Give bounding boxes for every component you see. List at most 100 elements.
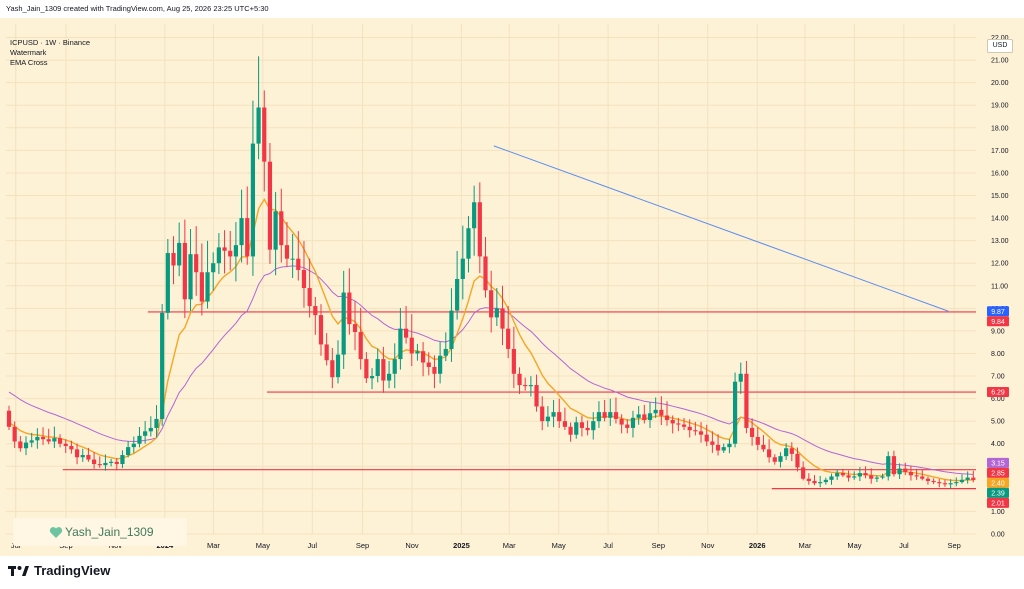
y-tick-label: 17.00 (991, 148, 1009, 155)
candle (443, 332, 448, 362)
candle (772, 454, 777, 465)
candle (971, 470, 976, 483)
legend-watermark[interactable]: Watermark (10, 48, 47, 57)
y-tick-label: 18.00 (991, 125, 1009, 132)
currency-button[interactable]: USD (987, 39, 1013, 53)
candle (352, 301, 358, 351)
candle-body (823, 479, 828, 483)
candle-body (596, 412, 602, 422)
candle-body (40, 436, 46, 440)
candle-body (318, 315, 324, 345)
candle-body (908, 471, 914, 476)
candle (704, 424, 709, 447)
watermark-text: Yash_Jain_1309 (65, 525, 154, 539)
y-tick-label: 13.00 (991, 238, 1009, 245)
candle (171, 236, 176, 285)
candle-body (233, 245, 239, 257)
candle (959, 474, 965, 484)
y-tick-label: 7.00 (991, 374, 1005, 381)
candle (942, 479, 948, 487)
candle (795, 447, 800, 472)
candle-body (971, 477, 976, 481)
price-label-bg (987, 497, 1009, 508)
candle-body (324, 344, 329, 361)
candle-body (171, 253, 176, 266)
candle (846, 470, 851, 482)
candle (80, 448, 85, 462)
candle-body (630, 417, 636, 428)
candle-body (483, 256, 488, 291)
candle (347, 268, 352, 335)
candle-body (80, 455, 85, 458)
candle (732, 372, 738, 448)
candle-body (965, 477, 970, 480)
candle (426, 352, 431, 376)
candle (789, 442, 794, 462)
candle-body (250, 143, 256, 257)
candle-body (455, 279, 460, 311)
chart-area[interactable]: 0.001.002.003.004.005.006.007.008.009.00… (0, 18, 1024, 556)
candle-body (676, 423, 681, 425)
candle-body (784, 448, 789, 457)
candle (647, 402, 653, 429)
price-label-bg (987, 457, 1009, 468)
y-tick-label: 12.00 (991, 261, 1009, 268)
candle (386, 360, 392, 389)
candle-body (466, 228, 471, 259)
candle-body (245, 218, 250, 257)
candle-body (891, 456, 897, 475)
candle (869, 468, 874, 484)
price-label-text: 9.84 (991, 319, 1005, 326)
candle-body (239, 218, 244, 246)
candle (86, 447, 91, 462)
candle-body (74, 449, 80, 458)
candle (528, 376, 533, 397)
candle (57, 434, 63, 448)
candle (228, 230, 233, 271)
candle (659, 396, 664, 426)
candle (341, 270, 346, 369)
candle-body (188, 254, 193, 300)
price-chart[interactable]: 0.001.002.003.004.005.006.007.008.009.00… (0, 18, 1024, 556)
candle (472, 185, 477, 256)
candle (517, 367, 522, 394)
brand[interactable]: TradingView (8, 563, 110, 578)
candle-body (659, 409, 664, 416)
price-label: 6.29 (987, 387, 1009, 398)
x-tick-label: May (847, 541, 861, 550)
y-tick-label: 0.00 (991, 532, 1005, 539)
candle (874, 475, 879, 483)
candle-body (386, 373, 392, 381)
candle (216, 233, 221, 275)
candle (205, 240, 210, 309)
candle (114, 458, 119, 471)
candle (585, 420, 590, 436)
candle-body (698, 431, 704, 435)
candle-body (86, 455, 91, 460)
candle-body (738, 373, 743, 382)
candle-body (710, 441, 715, 445)
legend-ema-cross[interactable]: EMA Cross (10, 58, 48, 67)
chart-legend: ICPUSD · 1W · Binance Watermark EMA Cros… (10, 38, 90, 68)
candle (245, 186, 250, 265)
candle-body (29, 440, 34, 443)
candle (965, 471, 970, 484)
candle (398, 308, 403, 370)
candle (273, 191, 278, 276)
candle (23, 436, 29, 456)
candle (857, 466, 862, 482)
y-tick-label: 14.00 (991, 216, 1009, 223)
candle (506, 306, 511, 359)
candle-body (755, 436, 760, 445)
candle-body (443, 348, 448, 356)
candle (897, 463, 902, 479)
attribution-bar: Yash_Jain_1309 created with TradingView.… (0, 0, 1024, 18)
legend-symbol[interactable]: ICPUSD · 1W · Binance (10, 38, 91, 47)
candle-body (103, 462, 108, 466)
candle-body (557, 412, 562, 422)
candle-body (517, 373, 522, 386)
candle (767, 439, 772, 463)
candle (596, 401, 602, 428)
price-label-text: 2.40 (991, 481, 1005, 488)
candle (296, 231, 301, 281)
